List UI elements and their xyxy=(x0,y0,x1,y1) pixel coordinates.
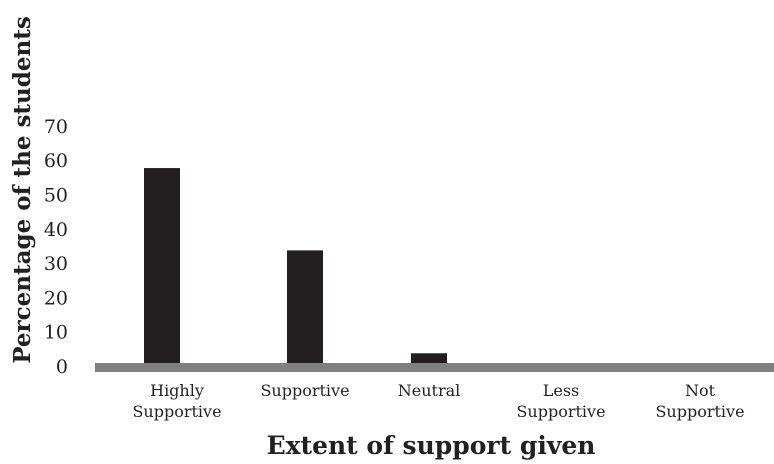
x-axis-title: Extent of support given xyxy=(267,431,596,460)
y-tick-label: 40 xyxy=(44,219,68,241)
x-axis-baseline xyxy=(95,363,774,372)
y-tick-label: 0 xyxy=(56,356,68,378)
x-axis-category-labels: Highly Supportive Supportive Neutral Less Sup… xyxy=(132,381,744,421)
y-tick-label: 60 xyxy=(44,150,68,172)
y-tick-label: 70 xyxy=(44,116,68,138)
x-category-label: Neutral xyxy=(398,381,461,400)
x-category-label: Not Supportive xyxy=(655,381,744,421)
y-tick-label: 20 xyxy=(44,287,68,309)
y-axis-title: Percentage of the students xyxy=(9,16,36,364)
x-category-label: Highly Supportive xyxy=(132,381,221,421)
x-category-label: Supportive xyxy=(260,381,349,400)
y-tick-label: 30 xyxy=(44,253,68,275)
bar xyxy=(144,168,180,369)
bar xyxy=(287,250,323,369)
y-tick-label: 50 xyxy=(44,185,68,207)
y-tick-label: 10 xyxy=(44,322,68,344)
bars xyxy=(144,168,579,369)
y-axis-ticks: 0 10 20 30 40 50 60 70 xyxy=(44,116,68,378)
x-category-label: Less Supportive xyxy=(516,381,605,421)
